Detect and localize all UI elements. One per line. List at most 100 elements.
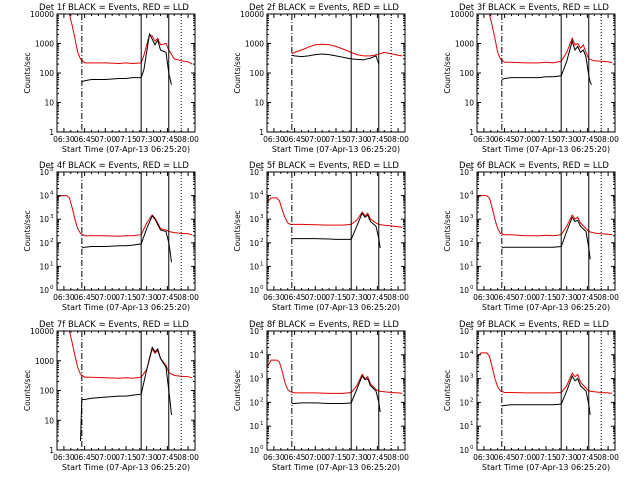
x-tick-label: 07:45 <box>157 135 179 144</box>
x-axis-label: Start Time (07-Apr-13 06:25:20) <box>62 145 190 154</box>
x-tick-label: 06:30 <box>473 293 495 302</box>
x-tick-label: 07:45 <box>577 293 599 302</box>
chart-title: Det 4f BLACK = Events, RED = LLD <box>39 161 189 171</box>
x-tick-label: 08:00 <box>387 135 409 144</box>
lld-series-line <box>57 331 193 379</box>
y-tick-label: 10 <box>249 351 259 360</box>
x-tick-label: 07:15 <box>325 453 347 462</box>
y-axis-label: Counts/sec <box>23 52 32 93</box>
y-tick-label: 1 <box>49 446 54 455</box>
events-series-line <box>291 374 381 412</box>
x-axis-label: Start Time (07-Apr-13 06:25:20) <box>482 463 610 472</box>
plot-frame <box>476 13 616 133</box>
x-axis-label: Start Time (07-Apr-13 06:25:20) <box>272 303 400 312</box>
y-tick-exponent: 3 <box>260 374 264 380</box>
y-tick-exponent: 5 <box>470 167 474 173</box>
x-tick-label: 06:45 <box>284 453 306 462</box>
x-tick-label: 08:00 <box>177 135 199 144</box>
events-series-line <box>291 53 380 65</box>
lld-series-line <box>267 197 403 228</box>
lld-series-line <box>57 14 193 65</box>
y-axis-label: Counts/sec <box>23 210 32 251</box>
x-tick-label: 07:15 <box>115 293 137 302</box>
chart-title: Det 3f BLACK = Events, RED = LLD <box>459 3 609 13</box>
y-tick-exponent: 5 <box>260 167 264 173</box>
events-series-line <box>501 374 591 415</box>
y-axis-label: Counts/sec <box>443 210 452 251</box>
x-tick-label: 07:15 <box>535 453 557 462</box>
y-tick-label: 10 <box>249 286 259 295</box>
chart-panel-1: Det 1f BLACK = Events, RED = LLD 1 10 100 10… <box>23 3 199 154</box>
x-axis-label: Start Time (07-Apr-13 06:25:20) <box>272 463 400 472</box>
y-tick-label: 100 <box>40 69 55 78</box>
y-tick-exponent: 0 <box>470 285 474 291</box>
x-tick-label: 07:30 <box>556 135 578 144</box>
y-axis-label: Counts/sec <box>233 370 242 411</box>
plot-frame <box>266 330 406 451</box>
x-tick-label: 08:00 <box>387 453 409 462</box>
x-tick-label: 06:45 <box>284 293 306 302</box>
y-axis-label: Counts/sec <box>23 370 32 411</box>
plot-frame <box>266 13 406 133</box>
y-tick-label: 10 <box>249 262 259 271</box>
x-tick-label: 07:15 <box>325 293 347 302</box>
x-tick-label: 07:00 <box>514 453 536 462</box>
y-tick-exponent: 0 <box>470 445 474 451</box>
x-tick-label: 06:30 <box>53 453 75 462</box>
y-tick-exponent: 1 <box>260 421 264 427</box>
y-tick-label: 10 <box>459 398 469 407</box>
y-tick-exponent: 3 <box>470 374 474 380</box>
y-tick-exponent: 5 <box>260 326 264 332</box>
x-tick-label: 08:00 <box>177 453 199 462</box>
y-tick-label: 10 <box>39 262 49 271</box>
x-tick-label: 07:45 <box>157 453 179 462</box>
y-tick-label: 10 <box>249 446 259 455</box>
y-tick-label: 10 <box>39 168 49 177</box>
y-tick-exponent: 3 <box>260 214 264 220</box>
lld-series-line <box>477 352 613 394</box>
x-tick-label: 07:30 <box>556 293 578 302</box>
x-axis-label: Start Time (07-Apr-13 06:25:20) <box>482 145 610 154</box>
y-tick-exponent: 0 <box>260 445 264 451</box>
y-tick-label: 10 <box>459 286 469 295</box>
plot-frame <box>56 171 196 291</box>
x-tick-label: 07:30 <box>346 453 368 462</box>
lld-series-line <box>291 43 403 57</box>
x-tick-label: 07:00 <box>94 453 116 462</box>
y-tick-exponent: 4 <box>260 191 264 197</box>
y-tick-label: 1000 <box>35 40 54 49</box>
x-tick-label: 07:45 <box>577 453 599 462</box>
events-series-line <box>80 346 172 442</box>
y-tick-label: 10 <box>249 327 259 336</box>
lld-series-line <box>57 195 193 237</box>
x-tick-label: 07:45 <box>367 453 389 462</box>
y-tick-label: 1 <box>259 128 264 137</box>
x-tick-label: 08:00 <box>597 135 619 144</box>
y-tick-label: 100 <box>460 69 475 78</box>
x-tick-label: 07:30 <box>346 293 368 302</box>
x-tick-label: 06:45 <box>494 293 516 302</box>
x-tick-label: 07:15 <box>325 135 347 144</box>
x-tick-label: 07:45 <box>367 135 389 144</box>
y-tick-label: 10 <box>459 351 469 360</box>
y-tick-label: 10 <box>44 99 54 108</box>
x-axis-label: Start Time (07-Apr-13 06:25:20) <box>482 303 610 312</box>
lld-series-line <box>267 359 403 394</box>
y-tick-label: 10000 <box>450 10 474 19</box>
x-tick-label: 07:15 <box>535 135 557 144</box>
y-tick-label: 10 <box>459 168 469 177</box>
chart-title: Det 9f BLACK = Events, RED = LLD <box>459 320 609 330</box>
y-tick-label: 1 <box>469 128 474 137</box>
x-tick-label: 07:00 <box>514 293 536 302</box>
x-tick-label: 07:15 <box>115 135 137 144</box>
plot-frame <box>476 171 616 291</box>
plot-frame <box>266 171 406 291</box>
y-tick-exponent: 2 <box>260 397 264 403</box>
y-tick-exponent: 3 <box>50 214 54 220</box>
x-tick-label: 06:45 <box>74 293 96 302</box>
x-tick-label: 07:30 <box>136 453 158 462</box>
